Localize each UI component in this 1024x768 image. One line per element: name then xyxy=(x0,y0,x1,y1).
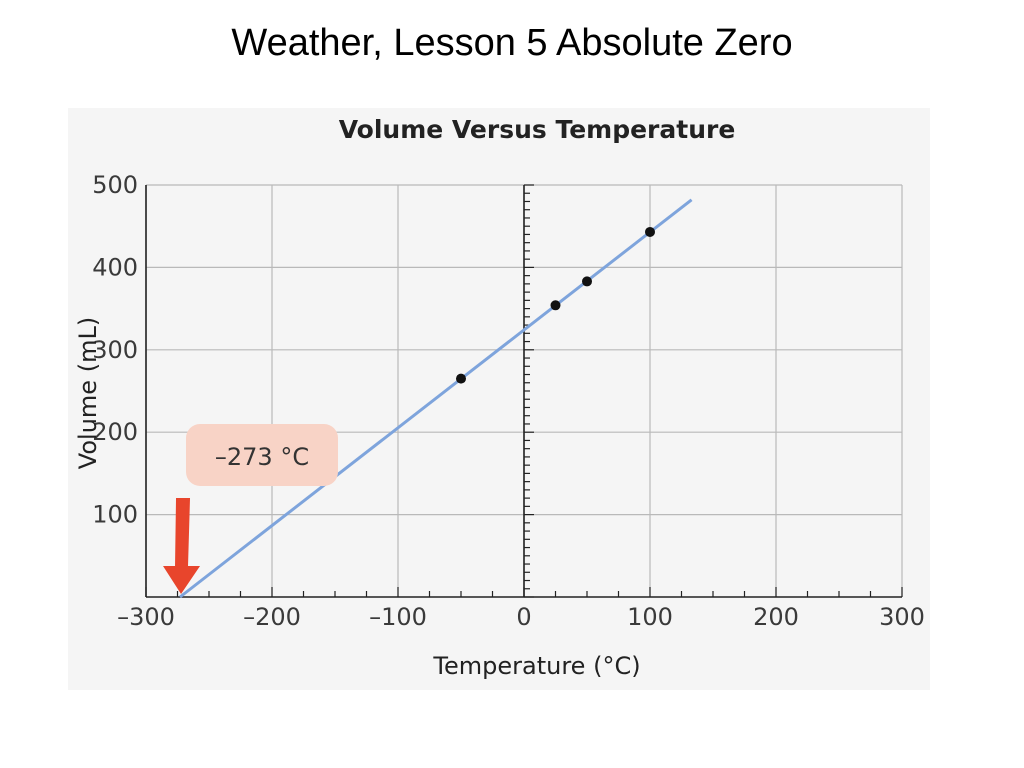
y-tick-label: 200 xyxy=(92,418,138,446)
chart-panel: –300 –200 –100 0 100 200 300 100 200 300 400 500 Vo… xyxy=(68,108,930,690)
data-point xyxy=(456,373,466,384)
callout-box xyxy=(186,424,338,486)
y-axis-label: Volume (mL) xyxy=(74,317,102,469)
slide-title: Weather, Lesson 5 Absolute Zero xyxy=(231,22,793,64)
y-tick-label: 500 xyxy=(92,171,138,199)
volume-temperature-chart: –300 –200 –100 0 100 200 300 100 200 300 400 500 Vo… xyxy=(74,115,925,680)
x-tick-label: 200 xyxy=(753,603,799,631)
absolute-zero-callout: –273 °C xyxy=(163,424,338,594)
data-point xyxy=(645,226,655,237)
x-tick-label: –200 xyxy=(243,603,301,631)
callout-label: –273 °C xyxy=(215,443,309,471)
series xyxy=(179,198,693,599)
x-axis-label: Temperature (°C) xyxy=(432,652,640,680)
x-tick-label: 100 xyxy=(627,603,673,631)
x-tick-label: –300 xyxy=(117,603,175,631)
x-tick-label: –100 xyxy=(369,603,427,631)
x-tick-label: 300 xyxy=(879,603,925,631)
down-arrow-icon xyxy=(163,498,201,594)
x-tick-label: 0 xyxy=(516,603,531,631)
data-point xyxy=(582,276,592,287)
data-point xyxy=(550,300,561,311)
y-tick-label: 300 xyxy=(92,336,138,364)
trend-line xyxy=(179,198,693,599)
ticks: –300 –200 –100 0 100 200 300 100 200 300 400 500 xyxy=(92,171,925,631)
y-tick-label: 100 xyxy=(92,501,138,529)
y-tick-label: 400 xyxy=(92,253,138,281)
chart-title: Volume Versus Temperature xyxy=(339,115,736,144)
